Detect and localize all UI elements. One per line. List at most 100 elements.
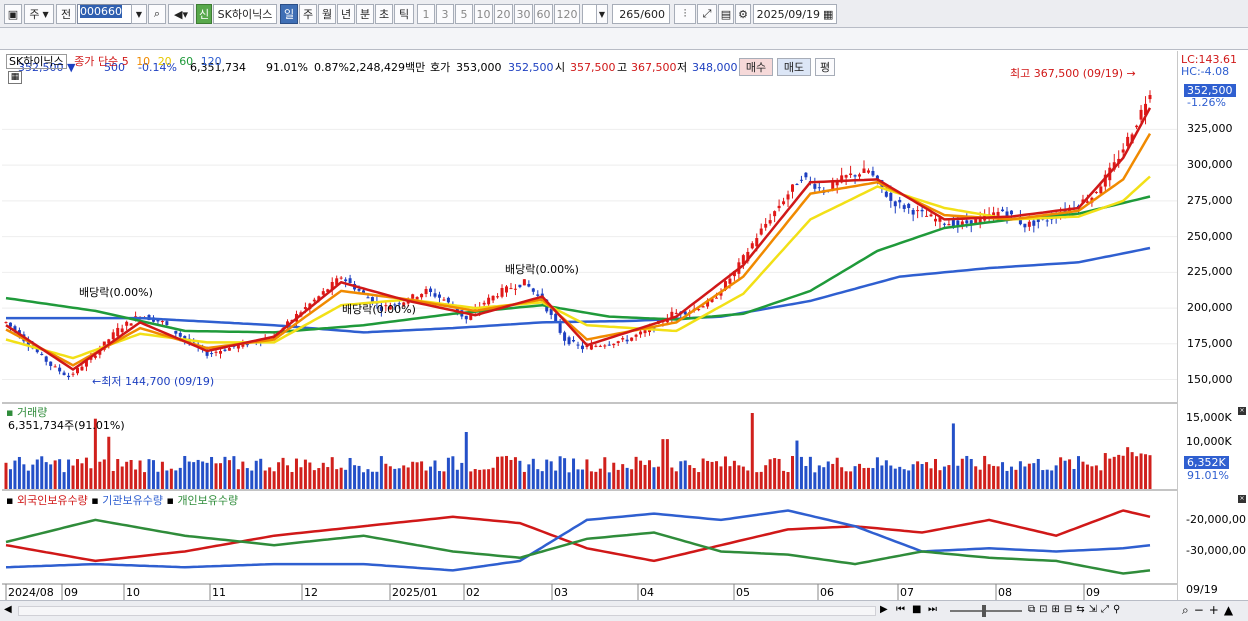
candle-body <box>183 335 187 340</box>
gear-icon[interactable]: ⚙ <box>735 4 751 24</box>
candle-body <box>920 209 924 212</box>
count-field[interactable]: 265/600 <box>612 4 670 24</box>
chart-tool-icons[interactable]: ⧉⊡⊞⊟⇆⇲⤢⚲ <box>1028 604 1125 615</box>
volume-bar <box>607 472 611 489</box>
sell-button[interactable]: 매도 <box>777 58 811 76</box>
volume-bar <box>227 460 231 489</box>
candle-type-icon[interactable]: ⫶ <box>674 4 696 24</box>
minute-5[interactable]: 5 <box>455 4 473 24</box>
volume-bar <box>1036 458 1040 489</box>
ma60-line <box>5 195 1151 334</box>
chart-area[interactable]: 2024/08 09 10 11 12 2025/01 02 03 04 05 06 07 08 09 S… <box>2 51 1177 601</box>
tab-month[interactable]: 월 <box>318 4 336 24</box>
candle-body <box>26 341 30 347</box>
ask-label: 호가 <box>430 61 451 74</box>
candle-body <box>1081 199 1085 203</box>
tab-day[interactable]: 일 <box>280 4 298 24</box>
tab-week[interactable]: 주 <box>299 4 317 24</box>
candle-body <box>625 339 629 342</box>
bid-value: 352,500 <box>508 60 554 74</box>
custom-dropdown-icon[interactable]: ▼ <box>596 4 608 24</box>
volume-bar <box>773 458 777 489</box>
buy-button[interactable]: 매수 <box>739 58 773 76</box>
new-badge[interactable]: 신 <box>196 4 212 24</box>
volume-bar <box>1032 463 1036 489</box>
period-select[interactable]: 주 ▼ <box>24 4 54 24</box>
window-icon[interactable]: ▣ <box>4 4 22 24</box>
volume-bar <box>98 461 102 489</box>
volume-bar <box>965 455 969 489</box>
zoom-slider-handle[interactable] <box>982 605 986 617</box>
minute-60[interactable]: 60 <box>534 4 553 24</box>
candle-body <box>312 299 316 302</box>
volume-bar <box>701 458 705 489</box>
candle-body <box>849 173 853 176</box>
volume-bar <box>379 456 383 489</box>
candle-body <box>1009 210 1013 215</box>
tab-minute[interactable]: 분 <box>356 4 374 24</box>
volume-bar <box>768 459 772 489</box>
volume-bar <box>603 457 607 489</box>
candle-body <box>853 175 857 177</box>
minute-10[interactable]: 10 <box>474 4 493 24</box>
volume-bar <box>1130 452 1134 489</box>
date-field[interactable]: 2025/09/19 ▦ <box>753 4 837 24</box>
holdings-pane-close-icon[interactable]: × <box>1238 495 1246 503</box>
legend-ma10: 10 <box>136 55 151 68</box>
minute-3[interactable]: 3 <box>436 4 454 24</box>
volume-bar <box>201 461 205 489</box>
stock-code-input[interactable]: 000660 <box>77 4 147 24</box>
volume-bar <box>1148 455 1152 489</box>
volume-bar <box>393 468 397 489</box>
candle-body <box>907 203 911 209</box>
candle-body <box>303 307 307 310</box>
dividend-marker-1: 배당락(0.00%) <box>79 286 153 299</box>
volume-bar <box>294 458 298 489</box>
candle-body <box>710 298 714 302</box>
save-icon[interactable]: ▤ <box>718 4 734 24</box>
draw-tool-icon[interactable]: ⤢ <box>697 4 717 24</box>
candle-body <box>563 332 567 341</box>
candle-body <box>947 224 951 226</box>
volume-pane-close-icon[interactable]: × <box>1238 407 1246 415</box>
zoom-slider[interactable] <box>950 610 1022 612</box>
volume-bar <box>1094 465 1098 489</box>
institution-holding-label: 기관보유수량 <box>102 494 163 507</box>
forward-icon[interactable]: ⏭ <box>928 604 937 615</box>
volume-bar <box>616 469 620 489</box>
volume-bar <box>31 464 35 489</box>
candle-body <box>397 303 401 305</box>
volume-bar <box>49 464 53 489</box>
minute-20[interactable]: 20 <box>494 4 513 24</box>
candle-body <box>902 205 906 209</box>
sound-icon[interactable]: ◀▾ <box>168 4 194 24</box>
legend-stock-name[interactable]: SK하이닉스 <box>6 54 67 69</box>
code-dropdown-icon[interactable]: ▼ <box>131 4 147 24</box>
volume-bar <box>589 471 593 489</box>
minute-1[interactable]: 1 <box>417 4 435 24</box>
zoom-controls-icon[interactable]: ⌕−+▲ <box>1182 603 1239 617</box>
candle-body <box>844 175 848 178</box>
candle-body <box>840 175 844 183</box>
horizontal-scrollbar[interactable] <box>18 606 876 616</box>
table-view-icon[interactable]: ▦ <box>8 71 22 84</box>
volume-bar <box>397 468 401 489</box>
prev-button[interactable]: 전 <box>56 4 76 24</box>
turnover: 0.87% <box>314 60 349 74</box>
tab-second[interactable]: 초 <box>375 4 393 24</box>
tab-year[interactable]: 년 <box>337 4 355 24</box>
candle-body <box>1027 221 1031 227</box>
rewind-icon[interactable]: ⏮ <box>896 604 905 615</box>
scroll-left-icon[interactable]: ◀ <box>4 604 12 615</box>
chart-canvas[interactable]: 2024/08 09 10 11 12 2025/01 02 03 04 05 06 07 08 09 <box>2 51 1177 601</box>
eval-button[interactable]: 평 <box>815 58 835 76</box>
minute-30[interactable]: 30 <box>514 4 533 24</box>
scroll-right-icon[interactable]: ▶ <box>880 604 888 615</box>
stop-icon[interactable]: ■ <box>912 604 922 615</box>
candle-body <box>612 343 616 346</box>
legend-ma60: 60 <box>179 55 194 68</box>
search-icon[interactable]: ⌕ <box>148 4 166 24</box>
volume-bar <box>947 465 951 489</box>
tab-tick[interactable]: 틱 <box>394 4 414 24</box>
minute-120[interactable]: 120 <box>554 4 580 24</box>
